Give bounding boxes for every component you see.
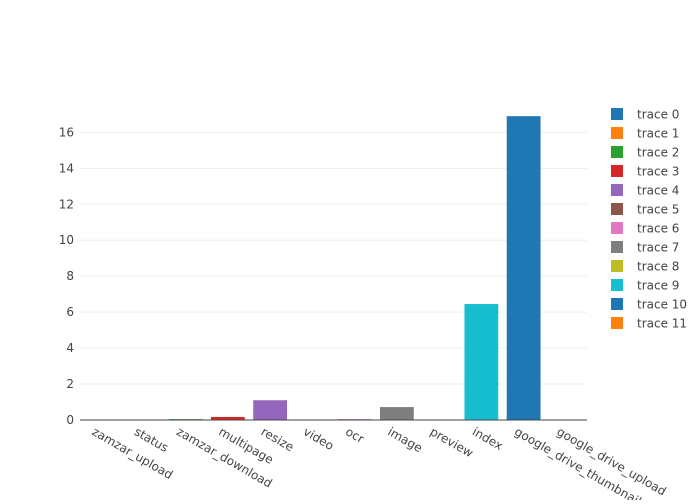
- y-tick-label: 0: [66, 413, 74, 427]
- legend-label: trace 2: [637, 146, 679, 160]
- bar-index[interactable]: [464, 304, 498, 420]
- bar-resize[interactable]: [253, 400, 287, 420]
- legend-item[interactable]: trace 10: [611, 298, 687, 312]
- legend-swatch: [611, 203, 623, 215]
- bar-google_drive_thumbnail[interactable]: [507, 116, 541, 420]
- y-tick-label: 16: [59, 125, 74, 139]
- legend-item[interactable]: trace 7: [611, 241, 679, 255]
- legend-label: trace 0: [637, 108, 679, 122]
- legend-label: trace 5: [637, 203, 679, 217]
- legend-label: trace 10: [637, 298, 687, 312]
- y-tick-label: 2: [66, 377, 74, 391]
- bar-image[interactable]: [380, 407, 414, 420]
- x-tick-label: preview: [428, 424, 476, 460]
- legend-label: trace 9: [637, 279, 679, 293]
- legend-label: trace 11: [637, 317, 687, 331]
- legend-item[interactable]: trace 5: [611, 203, 679, 217]
- legend-item[interactable]: trace 11: [611, 317, 687, 331]
- legend-label: trace 6: [637, 222, 679, 236]
- y-tick-label: 8: [66, 269, 74, 283]
- legend-swatch: [611, 108, 623, 120]
- legend-item[interactable]: trace 6: [611, 222, 679, 236]
- x-tick-label: image: [385, 424, 424, 455]
- x-tick-label: video: [301, 424, 336, 453]
- y-tick-label: 4: [66, 341, 74, 355]
- bars: [84, 116, 583, 420]
- y-tick-label: 6: [66, 305, 74, 319]
- legend-swatch: [611, 184, 623, 196]
- legend-item[interactable]: trace 8: [611, 260, 679, 274]
- legend-swatch: [611, 127, 623, 139]
- legend-label: trace 8: [637, 260, 679, 274]
- legend-item[interactable]: trace 1: [611, 127, 679, 141]
- y-tick-label: 14: [59, 161, 74, 175]
- legend-item[interactable]: trace 4: [611, 184, 679, 198]
- legend-item[interactable]: trace 0: [611, 108, 679, 122]
- legend-item[interactable]: trace 2: [611, 146, 679, 160]
- legend-swatch: [611, 222, 623, 234]
- legend-item[interactable]: trace 9: [611, 279, 679, 293]
- legend-swatch: [611, 298, 623, 310]
- x-tick-label: ocr: [343, 424, 366, 446]
- legend-swatch: [611, 260, 623, 272]
- y-tick-label: 12: [59, 197, 74, 211]
- legend-item[interactable]: trace 3: [611, 165, 679, 179]
- legend-label: trace 3: [637, 165, 679, 179]
- legend-swatch: [611, 241, 623, 253]
- legend-swatch: [611, 279, 623, 291]
- legend-label: trace 4: [637, 184, 679, 198]
- legend-label: trace 7: [637, 241, 679, 255]
- legend-label: trace 1: [637, 127, 679, 141]
- legend-swatch: [611, 317, 623, 329]
- y-tick-label: 10: [59, 233, 74, 247]
- legend-swatch: [611, 146, 623, 158]
- legend[interactable]: trace 0 trace 1 trace 2 trace 3 trace 4 trace…: [611, 108, 687, 331]
- legend-swatch: [611, 165, 623, 177]
